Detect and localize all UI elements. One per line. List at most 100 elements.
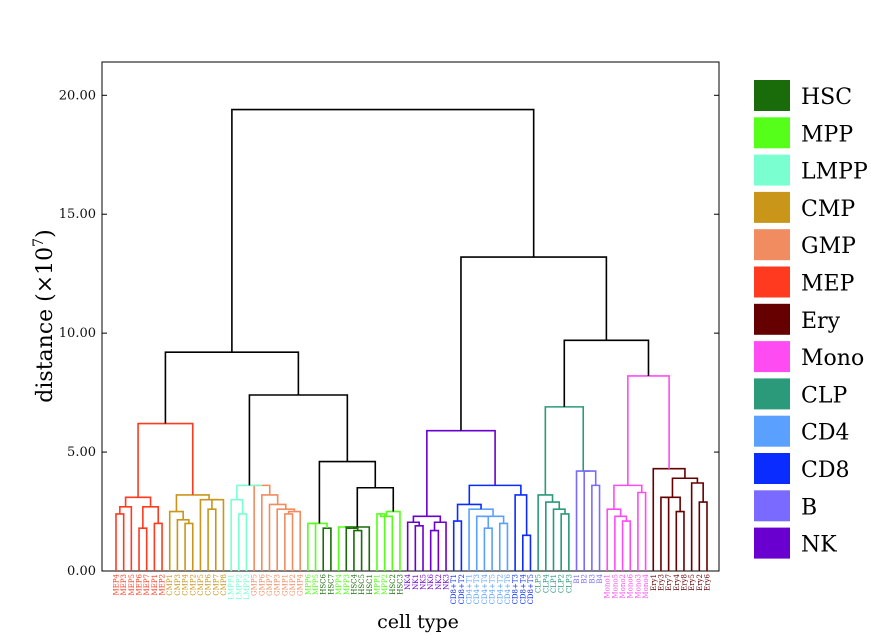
legend-label: MPP (801, 122, 853, 147)
leaf-label: Ery6 (704, 573, 712, 590)
legend-swatch (754, 303, 790, 335)
dendrogram-link (433, 521, 447, 571)
leaf-label: CD8+T3 (512, 574, 520, 604)
dendrogram-link (414, 525, 424, 571)
legend-label: CD8 (801, 458, 849, 483)
dendrogram-link (318, 460, 377, 524)
leaf-label: HSC6 (320, 573, 328, 594)
leaf-label: GMP7 (266, 574, 274, 596)
leaf-label: GMP4 (297, 573, 305, 595)
dendrogram-link (606, 508, 622, 571)
legend-label: B (801, 495, 817, 520)
leaf-label: CD8+T1 (450, 574, 458, 604)
leaf-label: MPP5 (312, 574, 320, 595)
dendrogram-link (690, 482, 704, 571)
dendrogram-link (544, 406, 585, 495)
leaf-label: CD4+T2 (496, 574, 504, 604)
dendrogram-link (345, 527, 359, 571)
leaf-label: NK2 (435, 574, 443, 590)
dendrogram-link (311, 522, 328, 529)
dendrogram-link (248, 394, 349, 486)
y-tick-label: 0.00 (67, 564, 96, 579)
dendrogram-link (376, 513, 386, 571)
dendrogram-link (664, 496, 681, 512)
leaf-label: HSC1 (366, 574, 374, 595)
leaf-label: CMP3 (174, 574, 182, 596)
dendrogram-link (475, 515, 490, 571)
legend-swatch (754, 229, 790, 261)
dendrogram-link (468, 508, 494, 571)
leaf-label: CMP2 (189, 574, 197, 596)
dendrogram-link (563, 339, 650, 407)
dendrogram-link (591, 484, 601, 571)
leaf-label: MPP6 (304, 573, 312, 595)
dendrogram-link (552, 508, 566, 571)
leaf-label: CMP7 (212, 574, 220, 596)
dendrogram-link (175, 494, 210, 512)
leaf-label: HSC7 (327, 574, 335, 595)
leaf-label: NK6 (427, 573, 435, 589)
dendrogram-link (124, 496, 152, 507)
dendrogram-link (575, 470, 590, 571)
y-tick-label: 20.00 (59, 88, 96, 103)
dendrogram-link (621, 520, 632, 571)
leaf-label: Ery2 (696, 574, 704, 591)
leaf-label: NK1 (412, 574, 420, 590)
dendrogram-link (675, 510, 685, 571)
leaf-label: LMPP2 (235, 574, 243, 600)
leaf-label: Mono4 (642, 573, 650, 598)
leaf-label: HSC4 (350, 573, 358, 594)
dendrogram-link (261, 494, 279, 571)
legend-label: Mono (801, 346, 864, 371)
leaf-label: CLP5 (535, 574, 543, 593)
dendrogram-link (613, 484, 643, 510)
dendrogram-link (231, 108, 535, 353)
leaf-label: CD8+T5 (527, 574, 535, 604)
legend-label: GMP (801, 234, 856, 259)
dendrogram-link (176, 519, 190, 571)
dendrogram-link (276, 508, 296, 571)
dendrogram-link (385, 510, 401, 571)
dendrogram-link (353, 529, 363, 571)
leaf-label: MPP3 (343, 574, 351, 595)
leaf-label: GMP3 (274, 574, 282, 596)
leaf-label: CD4+T3 (473, 574, 481, 604)
plot-area (101, 61, 720, 572)
leaf-label: MEP4 (113, 573, 121, 595)
leaf-label: HSC5 (358, 574, 366, 595)
dendrogram-link (287, 510, 302, 571)
leaf-label: CMP6 (205, 573, 213, 595)
legend-label: CMP (801, 197, 855, 222)
leaf-label: Mono1 (604, 574, 612, 599)
legend-swatch (754, 154, 790, 186)
dendrogram-link (412, 515, 442, 523)
leaf-label: B1 (573, 574, 581, 584)
leaf-label: MPP4 (335, 573, 343, 595)
dendrogram-link (560, 513, 570, 571)
legend-swatch (754, 266, 790, 298)
dendrogram-link (153, 522, 163, 571)
leaf-label: CLP1 (550, 574, 558, 593)
legend-swatch (754, 453, 790, 484)
dendrogram-link (268, 503, 287, 571)
dendrogram-link (230, 498, 244, 571)
dendrogram-links (115, 108, 708, 571)
dendrogram-link (345, 526, 371, 571)
leaf-label: Ery4 (673, 573, 681, 590)
dendrogram-link (671, 477, 699, 498)
leaf-label: CLP4 (542, 573, 550, 593)
leaf-labels: MEP4 MEP3 MEP5 MEP6 MEP7 MEP1 MEP2 CMP1 CMP3 CMP4… (113, 573, 712, 604)
legend-swatch (754, 117, 790, 149)
legend-label: LMPP (801, 160, 868, 185)
legend-swatch (754, 490, 790, 522)
dendrogram-link (238, 513, 248, 571)
dendrogram-link (660, 496, 670, 571)
leaf-label: NK5 (420, 574, 428, 590)
leaf-label: CD4+T4 (481, 573, 489, 604)
leaf-label: LMPP3 (243, 574, 251, 600)
dendrogram-link (322, 527, 332, 571)
legend-label: CD4 (801, 421, 849, 446)
dendrogram-link (142, 505, 160, 529)
leaf-label: CD4+T1 (466, 574, 474, 604)
